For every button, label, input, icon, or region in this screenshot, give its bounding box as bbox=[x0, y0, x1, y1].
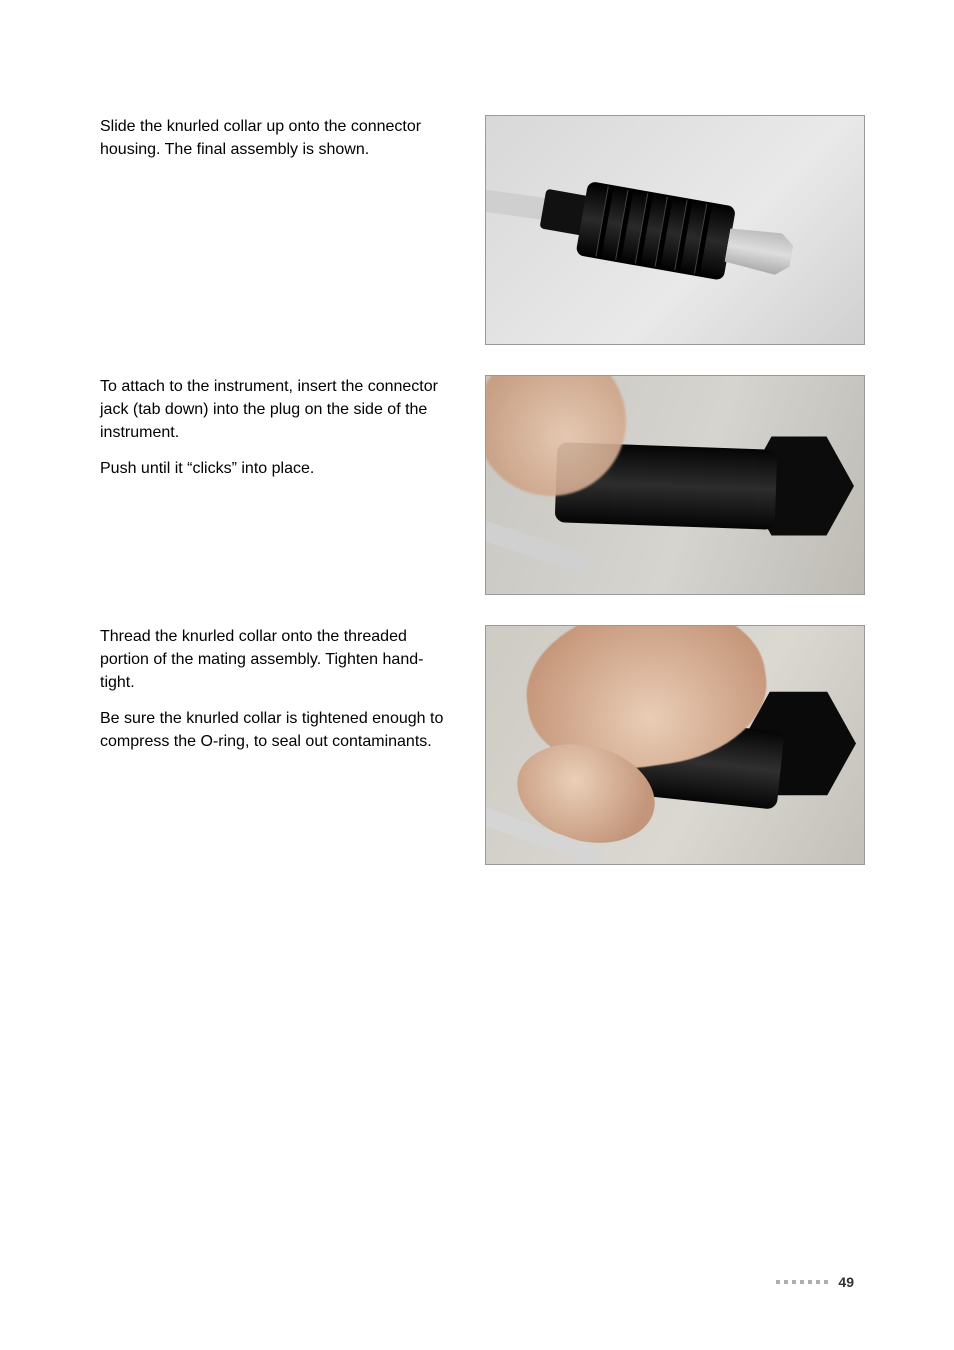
step3-photo bbox=[485, 625, 865, 865]
step2-text: To attach to the instrument, insert the … bbox=[100, 375, 455, 595]
dot-icon bbox=[816, 1280, 820, 1284]
step3-p1: Thread the knurled collar onto the threa… bbox=[100, 625, 455, 695]
step2-photo bbox=[485, 375, 865, 595]
step1-text: Slide the knurled collar up onto the con… bbox=[100, 115, 455, 345]
step3-p2: Be sure the knurled collar is tightened … bbox=[100, 707, 455, 753]
step2-p1: To attach to the instrument, insert the … bbox=[100, 375, 455, 445]
page-content: Slide the knurled collar up onto the con… bbox=[0, 0, 954, 865]
photo1-connector bbox=[533, 154, 808, 307]
page-number: 49 bbox=[838, 1274, 854, 1290]
page-footer: 49 bbox=[776, 1274, 854, 1290]
dot-icon bbox=[824, 1280, 828, 1284]
footer-dots bbox=[776, 1280, 828, 1284]
step1-photo bbox=[485, 115, 865, 345]
dot-icon bbox=[784, 1280, 788, 1284]
step-row-2: To attach to the instrument, insert the … bbox=[100, 375, 854, 595]
dot-icon bbox=[776, 1280, 780, 1284]
photo1-rj45 bbox=[724, 224, 795, 277]
photo2-cable bbox=[485, 518, 591, 574]
step-row-3: Thread the knurled collar onto the threa… bbox=[100, 625, 854, 865]
step-row-1: Slide the knurled collar up onto the con… bbox=[100, 115, 854, 345]
step1-image-col bbox=[485, 115, 865, 345]
step2-p2: Push until it “clicks” into place. bbox=[100, 457, 455, 480]
step3-image-col bbox=[485, 625, 865, 865]
dot-icon bbox=[800, 1280, 804, 1284]
dot-icon bbox=[808, 1280, 812, 1284]
step2-image-col bbox=[485, 375, 865, 595]
dot-icon bbox=[792, 1280, 796, 1284]
step1-p1: Slide the knurled collar up onto the con… bbox=[100, 115, 455, 161]
step3-text: Thread the knurled collar onto the threa… bbox=[100, 625, 455, 865]
